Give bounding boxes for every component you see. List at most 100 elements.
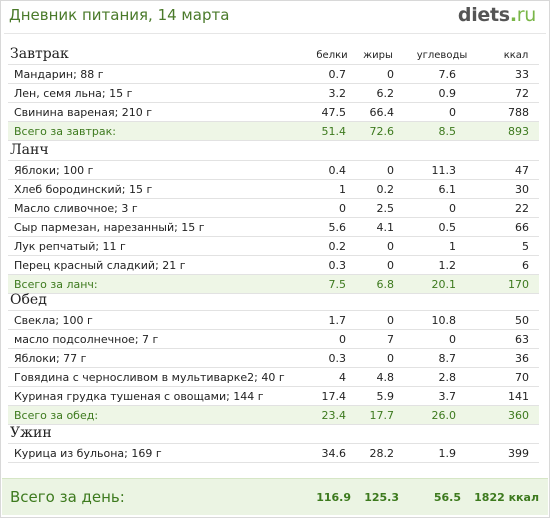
food-kcal: 72 — [515, 87, 529, 100]
food-carbs: 8.7 — [438, 352, 457, 365]
total-kcal: 893 — [508, 125, 529, 138]
food-row[interactable]: Перец красный сладкий; 21 г 0.3 0 1.2 6 — [8, 256, 539, 275]
meal-total-label: Всего за обед: — [14, 409, 99, 422]
food-kcal: 63 — [515, 333, 529, 346]
food-row[interactable]: Хлеб бородинский; 15 г 1 0.2 6.1 30 — [8, 180, 539, 199]
food-name: Курица из бульона; 169 г — [14, 447, 162, 460]
meal-section: Ланч Яблоки; 100 г 0.4 0 11.3 47 Хлеб бородинс… — [8, 142, 539, 294]
food-name: Говядина с черносливом в мультиварке2; 4… — [14, 371, 285, 384]
food-name: Масло сливочное; 3 г — [14, 202, 138, 215]
food-fat: 4.8 — [376, 371, 395, 384]
meal-total-label: Всего за ланч: — [14, 278, 98, 291]
site-logo[interactable]: diets.ru — [458, 4, 536, 26]
food-name: Куриная грудка тушеная с овощами; 144 г — [14, 390, 264, 403]
food-kcal: 36 — [515, 352, 529, 365]
food-carbs: 10.8 — [431, 314, 457, 327]
total-fat: 72.6 — [369, 125, 395, 138]
food-name: Перец красный сладкий; 21 г — [14, 259, 186, 272]
meal-title: Завтрак — [10, 46, 69, 62]
food-name: масло подсолнечное; 7 г — [14, 333, 159, 346]
meal-header: Завтрак белки жиры углеводы ккал — [8, 46, 539, 64]
food-fat: 66.4 — [369, 106, 395, 119]
food-protein: 1.7 — [328, 314, 347, 327]
food-protein: 0.7 — [328, 68, 347, 81]
food-carbs: 0.5 — [438, 221, 457, 234]
meal-title: Ланч — [10, 142, 49, 158]
food-fat: 0 — [387, 352, 394, 365]
food-protein: 0 — [339, 333, 346, 346]
logo-tld: ru — [516, 4, 537, 26]
food-protein: 4 — [339, 371, 346, 384]
total-kcal: 360 — [508, 409, 529, 422]
food-kcal: 66 — [515, 221, 529, 234]
meal-section: Обед Свекла; 100 г 1.7 0 10.8 50 масло подсолн… — [8, 292, 539, 425]
food-kcal: 33 — [515, 68, 529, 81]
food-row[interactable]: Курица из бульона; 169 г 34.6 28.2 1.9 399 — [8, 443, 539, 463]
food-protein: 0.3 — [328, 352, 347, 365]
total-fat: 6.8 — [376, 278, 395, 291]
food-carbs: 1 — [449, 240, 456, 253]
food-name: Сыр пармезан, нарезанный; 15 г — [14, 221, 205, 234]
total-carbs: 20.1 — [431, 278, 457, 291]
food-kcal: 22 — [515, 202, 529, 215]
food-name: Лен, семя льна; 15 г — [14, 87, 133, 100]
food-fat: 0 — [387, 164, 394, 177]
food-row[interactable]: Масло сливочное; 3 г 0 2.5 0 22 — [8, 199, 539, 218]
food-carbs: 0 — [449, 333, 456, 346]
food-protein: 0.2 — [328, 240, 347, 253]
food-fat: 0 — [387, 259, 394, 272]
meal-title: Обед — [10, 292, 47, 308]
food-name: Яблоки; 100 г — [14, 164, 94, 177]
food-carbs: 7.6 — [438, 68, 457, 81]
food-fat: 5.9 — [376, 390, 395, 403]
food-row[interactable]: Сыр пармезан, нарезанный; 15 г 5.6 4.1 0.5 6… — [8, 218, 539, 237]
meal-total-row: Всего за завтрак: 51.4 72.6 8.5 893 — [8, 122, 539, 141]
meal-header: Ужин — [8, 425, 539, 443]
food-fat: 7 — [387, 333, 394, 346]
food-name: Яблоки; 77 г — [14, 352, 87, 365]
food-carbs: 11.3 — [431, 164, 457, 177]
food-protein: 0.3 — [328, 259, 347, 272]
food-row[interactable]: Лук репчатый; 11 г 0.2 0 1 5 — [8, 237, 539, 256]
day-total-kcal: 1822 ккал — [474, 491, 539, 504]
total-protein: 7.5 — [328, 278, 347, 291]
column-header-fat: жиры — [363, 50, 393, 61]
day-total-bar: Всего за день: 116.9 125.3 56.5 1822 кка… — [2, 478, 548, 515]
food-row[interactable]: Куриная грудка тушеная с овощами; 144 г 1… — [8, 387, 539, 406]
page-title: Дневник питания, 14 марта — [9, 6, 230, 24]
food-fat: 0 — [387, 314, 394, 327]
food-kcal: 50 — [515, 314, 529, 327]
food-name: Хлеб бородинский; 15 г — [14, 183, 153, 196]
food-kcal: 47 — [515, 164, 529, 177]
food-name: Свекла; 100 г — [14, 314, 93, 327]
food-kcal: 788 — [508, 106, 529, 119]
total-carbs: 26.0 — [431, 409, 457, 422]
food-row[interactable]: Лен, семя льна; 15 г 3.2 6.2 0.9 72 — [8, 84, 539, 103]
column-header-carbs: углеводы — [416, 50, 468, 61]
column-header-kcal: ккал — [503, 50, 529, 61]
food-carbs: 1.2 — [438, 259, 457, 272]
meal-title: Ужин — [10, 425, 52, 441]
food-fat: 6.2 — [376, 87, 395, 100]
food-row[interactable]: Мандарин; 88 г 0.7 0 7.6 33 — [8, 64, 539, 84]
column-header-protein: белки — [316, 50, 348, 61]
food-row[interactable]: Свинина вареная; 210 г 47.5 66.4 0 788 — [8, 103, 539, 122]
total-protein: 51.4 — [321, 125, 347, 138]
food-carbs: 0 — [449, 106, 456, 119]
meal-header: Обед — [8, 292, 539, 310]
food-row[interactable]: Яблоки; 100 г 0.4 0 11.3 47 — [8, 160, 539, 180]
food-kcal: 141 — [508, 390, 529, 403]
day-total-fat: 125.3 — [364, 491, 399, 504]
meal-section: Завтрак белки жиры углеводы ккал Мандарин; 88… — [8, 46, 539, 141]
food-row[interactable]: Говядина с черносливом в мультиварке2; 4… — [8, 368, 539, 387]
title-divider — [4, 33, 546, 34]
food-row[interactable]: масло подсолнечное; 7 г 0 7 0 63 — [8, 330, 539, 349]
food-row[interactable]: Яблоки; 77 г 0.3 0 8.7 36 — [8, 349, 539, 368]
total-carbs: 8.5 — [438, 125, 457, 138]
food-protein: 0.4 — [328, 164, 347, 177]
meal-header: Ланч — [8, 142, 539, 160]
food-fat: 2.5 — [376, 202, 395, 215]
day-total-carbs: 56.5 — [433, 491, 461, 504]
food-protein: 17.4 — [321, 390, 347, 403]
food-row[interactable]: Свекла; 100 г 1.7 0 10.8 50 — [8, 310, 539, 330]
